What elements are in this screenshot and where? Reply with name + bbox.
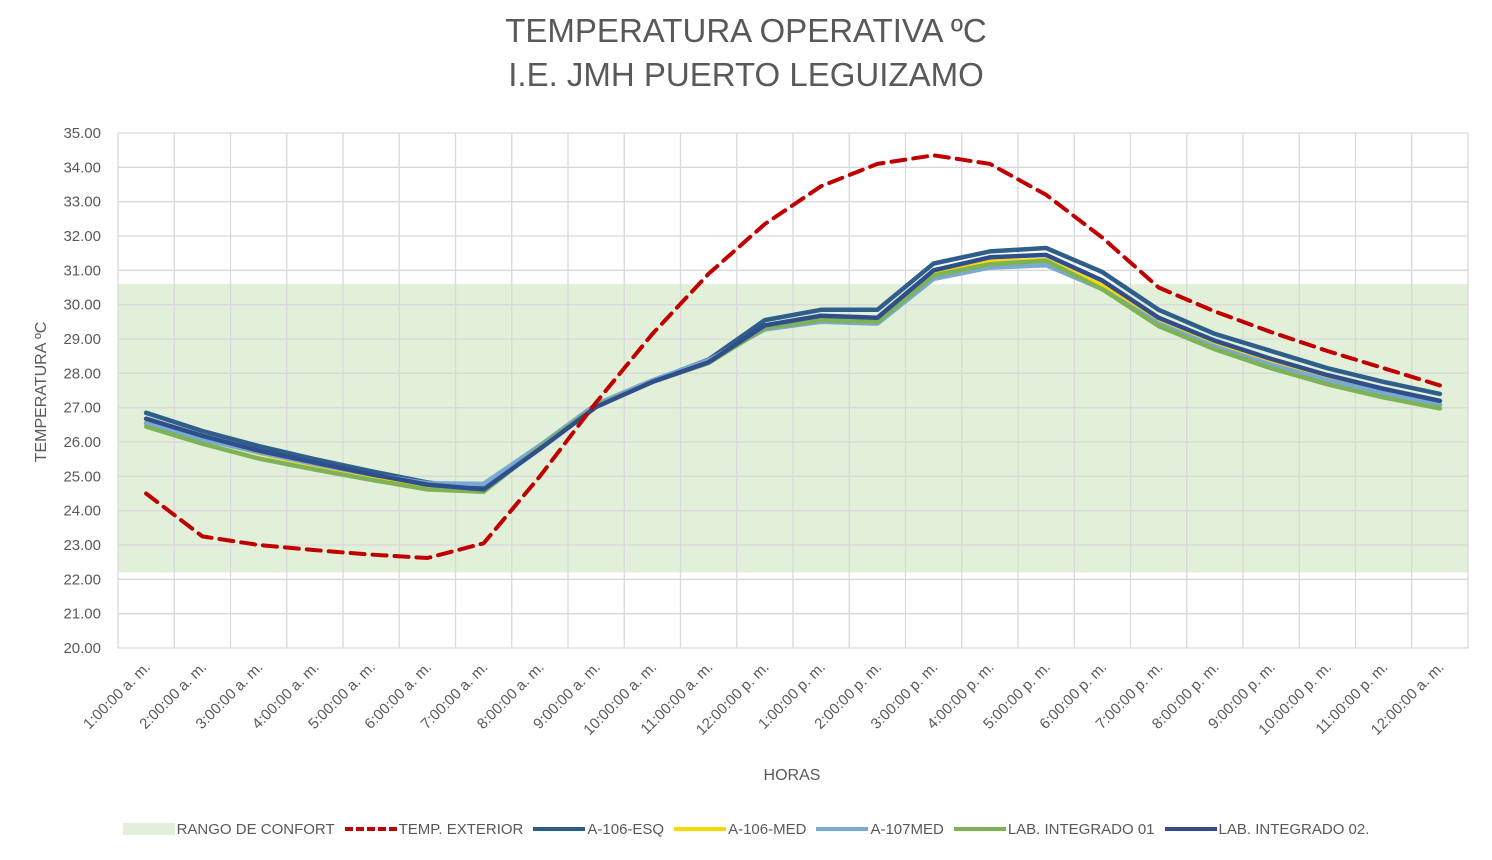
legend-swatch [674,818,727,840]
y-tick-label: 33.00 [63,194,101,211]
y-tick-label: 26.00 [63,434,101,451]
legend-label: A-107MED [870,820,944,838]
y-tick-label: 30.00 [63,297,101,314]
y-axis-title: TEMPERATURA ºC [33,322,50,463]
y-tick-label: 21.00 [63,606,101,623]
legend-swatch [344,818,397,840]
legend-swatch [1164,818,1217,840]
legend-label: TEMP. EXTERIOR [398,820,524,838]
legend-swatch [533,818,586,840]
y-tick-label: 28.00 [63,365,101,382]
y-tick-label: 25.00 [63,468,101,485]
legend-label: LAB. INTEGRADO 02. [1218,820,1370,838]
legend-item-temp-exterior: TEMP. EXTERIOR [344,818,524,840]
y-tick-label: 31.00 [63,262,101,279]
chart-title-line-1: TEMPERATURA OPERATIVA ºC [505,12,987,49]
legend-item-lab-integrado-01: LAB. INTEGRADO 01 [953,818,1155,840]
series-line-lab-integrado-01 [143,258,1443,495]
y-tick-label: 22.00 [63,571,101,588]
legend: RANGO DE CONFORT TEMP. EXTERIOR A-106-ESQ A… [0,818,1492,840]
y-tick-label: 20.00 [63,640,101,657]
legend-item-a-107med: A-107MED [816,818,944,840]
legend-label: A-106-ESQ [587,820,665,838]
legend-item-lab-integrado-02: LAB. INTEGRADO 02. [1164,818,1370,840]
y-tick-label: 32.00 [63,228,101,245]
legend-label: A-106-MED [728,820,807,838]
legend-label: LAB. INTEGRADO 01 [1007,820,1155,838]
legend-swatch [816,818,869,840]
y-tick-label: 29.00 [63,331,101,348]
y-tick-label: 35.00 [63,125,101,142]
y-tick-label: 27.00 [63,400,101,417]
legend-item-a-106-esq: A-106-ESQ [533,818,664,840]
series-line-temp-exterior [144,153,1442,560]
legend-item-comfort-band: RANGO DE CONFORT [122,818,335,840]
chart-title-line-2: I.E. JMH PUERTO LEGUIZAMO [508,56,984,93]
y-tick-label: 23.00 [63,537,101,554]
y-tick-label: 24.00 [63,503,101,520]
legend-swatch [122,818,175,840]
x-axis-title: HORAS [764,767,821,784]
series-line-a-106-esq [143,245,1443,491]
y-tick-label: 34.00 [63,159,101,176]
legend-swatch [953,818,1006,840]
legend-item-a-106-med: A-106-MED [674,818,806,840]
legend-label: RANGO DE CONFORT [176,820,335,838]
series-line-lab-integrado-02 [143,252,1443,492]
